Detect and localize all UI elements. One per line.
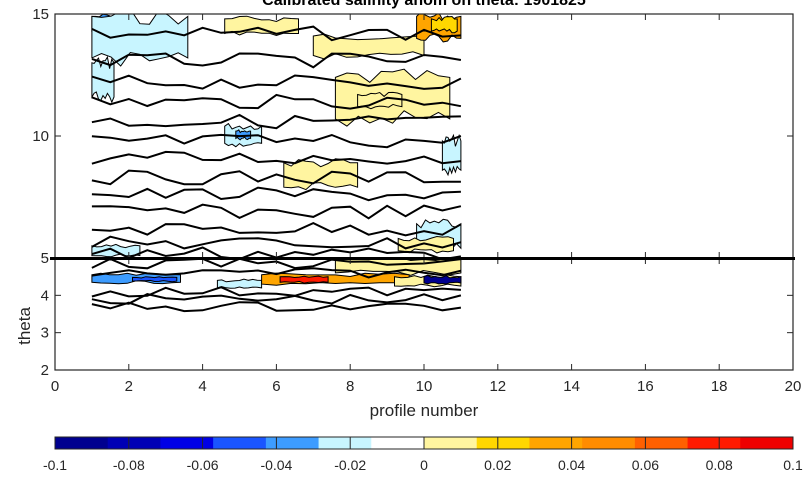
top-panel-contour-lines [91,25,462,258]
bottom-contour-fill-3 [132,276,178,283]
colorbar-cell [687,437,741,449]
top-contour-line-8 [91,186,461,202]
bottom-panel-contour-lines [91,258,462,313]
colorbar-cell [740,437,794,449]
colorbar-tick-label: 0.1 [783,457,803,473]
colorbar-tick-label: 0.02 [484,457,511,473]
top-y-tick-label: 5 [41,250,49,267]
top-contour-line-3 [91,93,462,110]
colorbar-cell [265,437,320,449]
colorbar-tick-labels: -0.1 -0.08 -0.06 -0.04 -0.02 0 0.02 0.04 0.06 0.0… [43,457,803,473]
top-contour-line-6 [91,150,462,165]
colorbar-cell [160,437,214,449]
bottom-contour-line-1 [91,267,462,279]
colorbar-ticks [54,437,794,449]
colorbar-cell [582,437,636,449]
colorbar-cell [107,437,161,449]
bottom-x-tick-label: 18 [711,378,728,395]
colorbar-cells [55,437,794,449]
bottom-panel-y-tick-labels: 2 3 4 [41,287,49,379]
bottom-panel-x-tick-labels: 0 2 4 6 8 10 12 14 16 18 20 [51,378,802,395]
colorbar-tick-label: -0.1 [43,457,67,473]
chart-title: Calibrated salinity anom on theta: 19018… [262,0,586,9]
top-y-tick-label: 10 [32,128,49,145]
bottom-x-tick-label: 0 [51,378,59,395]
colorbar-tick-label: -0.04 [260,457,292,473]
colorbar-cell [529,437,583,449]
colorbar-cell [424,437,478,449]
bottom-contour-line-4 [91,301,462,313]
colorbar-tick-label: 0.08 [706,457,733,473]
bottom-x-tick-label: 20 [785,378,802,395]
top-contour-fill-6 [430,15,458,34]
bottom-y-tick-label: 3 [41,325,49,342]
colorbar-tick-label: -0.06 [187,457,219,473]
bottom-x-tick-label: 8 [346,378,354,395]
top-contour-line-0 [91,25,461,42]
top-contour-line-5 [91,133,462,149]
bottom-contour-line-2 [91,286,461,298]
colorbar-tick-label: 0.04 [558,457,585,473]
bottom-x-tick-label: 2 [125,378,133,395]
bottom-panel: 234 0 2 4 6 8 10 12 14 16 18 20 [41,257,802,395]
y-axis-label: theta [15,307,34,345]
colorbar-cell [371,437,425,449]
colorbar-cell [318,437,372,449]
colorbar-cell [213,437,267,449]
colorbar-cell [55,437,109,449]
top-contour-line-10 [91,221,462,237]
bottom-x-tick-label: 10 [416,378,433,395]
bottom-panel-contour-fills [91,258,462,289]
top-contour-line-2 [91,74,462,90]
bottom-x-tick-label: 4 [198,378,206,395]
colorbar-tick-label: -0.08 [113,457,145,473]
x-axis-label: profile number [370,401,479,420]
bottom-contour-line-3 [91,293,462,305]
top-panel-y-tick-labels: 5 10 15 [32,6,49,267]
bottom-y-tick-label: 2 [41,362,49,379]
colorbar-tick-label: -0.02 [334,457,366,473]
bottom-contour-fill-5 [279,275,329,284]
top-contour-line-7 [91,169,461,186]
top-contour-line-4 [91,113,461,130]
bottom-x-tick-label: 12 [489,378,506,395]
bottom-y-tick-label: 4 [41,287,49,304]
bottom-x-tick-label: 14 [563,378,580,395]
colorbar-tick-label: 0.06 [632,457,659,473]
top-contour-line-1 [91,52,462,69]
colorbar: -0.1 -0.08 -0.06 -0.04 -0.02 0 0.02 0.04 0.06 0.0… [43,436,803,473]
top-y-tick-label: 15 [32,6,49,23]
bottom-x-tick-label: 6 [272,378,280,395]
top-contour-line-9 [91,203,462,220]
bottom-x-tick-label: 16 [637,378,654,395]
bottom-contour-fill-7 [423,274,462,285]
top-contour-line-11 [91,235,462,250]
colorbar-cell [476,437,530,449]
bottom-contour-fill-1 [216,278,263,289]
colorbar-tick-label: 0 [420,457,428,473]
top-panel: 5 10 15 [32,6,794,267]
top-contour-fill-10 [235,129,252,141]
colorbar-cell [634,437,689,449]
